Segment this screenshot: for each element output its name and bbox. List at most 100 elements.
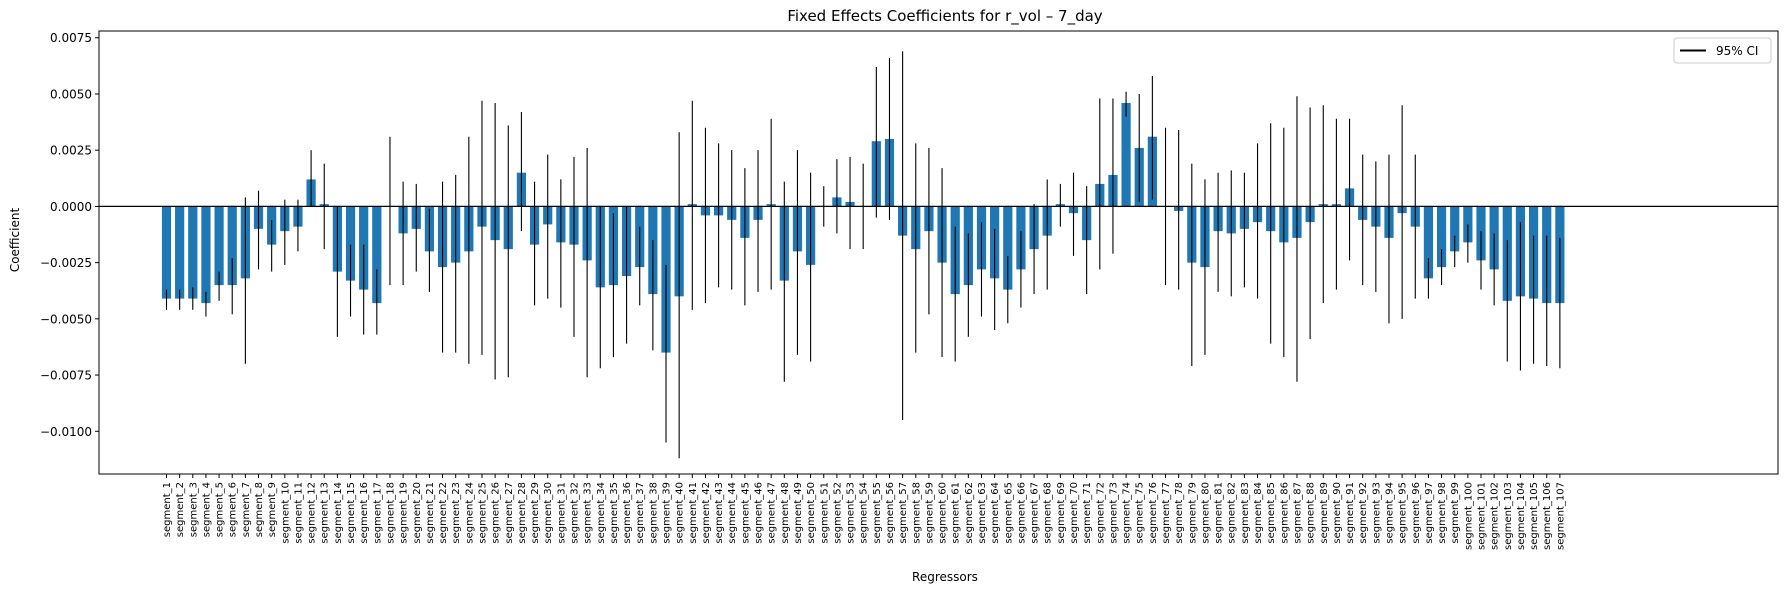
- x-tick-label: segment_83: [1240, 482, 1251, 544]
- x-tick-label: segment_11: [293, 482, 304, 544]
- x-tick-label: segment_32: [569, 482, 580, 544]
- x-tick-label: segment_37: [635, 482, 646, 544]
- x-tick-label: segment_34: [596, 482, 607, 544]
- x-tick-label: segment_8: [254, 482, 265, 537]
- bar: [372, 206, 382, 304]
- plot-frame: [98, 30, 1779, 475]
- x-tick-label: segment_6: [228, 482, 239, 537]
- x-tick-label: segment_25: [477, 482, 488, 544]
- x-tick-label: segment_5: [215, 482, 226, 537]
- x-tick-label: segment_66: [1016, 482, 1027, 544]
- x-tick-label: segment_3: [188, 482, 199, 537]
- x-tick-label: segment_85: [1266, 482, 1277, 544]
- bar: [175, 206, 185, 299]
- x-tick-label: segment_60: [938, 482, 949, 544]
- bar: [1436, 206, 1447, 268]
- y-tick-label: 0.0075: [50, 31, 92, 45]
- x-tick-label: segment_70: [1069, 482, 1080, 544]
- x-tick-label: segment_19: [399, 482, 410, 544]
- x-tick-label: segment_2: [175, 482, 186, 537]
- x-tick-label: segment_14: [333, 482, 344, 544]
- x-tick-label: segment_50: [806, 482, 817, 544]
- x-tick-label: segment_104: [1516, 482, 1527, 550]
- x-tick-label: segment_24: [464, 482, 475, 544]
- bar: [201, 206, 211, 304]
- x-tick-label: segment_74: [1122, 482, 1133, 544]
- x-tick-label: segment_22: [438, 482, 449, 544]
- x-tick-label: segment_61: [951, 482, 962, 544]
- x-tick-label: segment_71: [1082, 482, 1093, 544]
- x-tick-label: segment_91: [1345, 482, 1356, 544]
- x-tick-label: segment_28: [517, 482, 528, 544]
- x-tick-label: segment_67: [1030, 482, 1041, 544]
- x-tick-label: segment_98: [1437, 482, 1448, 544]
- x-tick-label: segment_47: [767, 482, 778, 544]
- x-tick-label: segment_42: [701, 482, 712, 544]
- x-tick-label: segment_101: [1477, 482, 1488, 550]
- x-tick-label: segment_63: [977, 482, 988, 544]
- x-tick-label: segment_29: [530, 482, 541, 544]
- x-tick-label: segment_75: [1135, 482, 1146, 544]
- x-tick-label: segment_97: [1424, 482, 1435, 544]
- x-tick-label: segment_1: [162, 482, 173, 537]
- x-tick-label: segment_41: [688, 482, 699, 544]
- x-tick-label: segment_9: [267, 482, 278, 537]
- bar: [1121, 102, 1131, 207]
- x-tick-label: segment_56: [885, 482, 896, 544]
- x-tick-label: segment_43: [714, 482, 725, 544]
- x-tick-label: segment_99: [1450, 482, 1461, 544]
- x-tick-label: segment_27: [504, 482, 515, 544]
- y-tick-label: 0.0050: [50, 87, 92, 101]
- legend-label: 95% CI: [1716, 44, 1758, 58]
- x-tick-label: segment_64: [990, 482, 1001, 544]
- y-tick-label: −0.0025: [40, 256, 92, 270]
- x-tick-label: segment_80: [1200, 482, 1211, 544]
- y-tick-label: 0.0000: [50, 200, 92, 214]
- x-tick-label: segment_23: [451, 482, 462, 544]
- chart-title: Fixed Effects Coefficients for r_vol – 7…: [787, 7, 1102, 26]
- x-tick-label: segment_17: [372, 482, 383, 544]
- x-tick-label: segment_49: [793, 482, 804, 544]
- x-tick-label: segment_77: [1161, 482, 1172, 544]
- bar: [1450, 206, 1460, 252]
- x-tick-label: segment_36: [622, 482, 633, 544]
- x-axis-label: Regressors: [912, 570, 978, 584]
- x-tick-label: segment_82: [1227, 482, 1238, 544]
- x-tick-label: segment_39: [662, 482, 673, 544]
- x-tick-label: segment_84: [1253, 482, 1264, 544]
- x-tick-label: segment_45: [740, 482, 751, 544]
- y-axis-label: Coefficient: [8, 208, 22, 273]
- x-tick-label: segment_46: [754, 482, 765, 544]
- x-tick-label: segment_12: [307, 482, 318, 544]
- x-tick-label: segment_51: [819, 482, 830, 544]
- bar: [227, 206, 237, 286]
- y-tick-label: −0.0050: [40, 312, 92, 326]
- x-tick-label: segment_68: [1043, 482, 1054, 544]
- x-tick-label: segment_94: [1384, 482, 1395, 544]
- x-tick-label: segment_13: [320, 482, 331, 544]
- x-tick-label: segment_87: [1292, 482, 1303, 544]
- x-tick-label: segment_57: [898, 482, 909, 544]
- x-tick-label: segment_15: [346, 482, 357, 544]
- y-tick-label: 0.0025: [50, 144, 92, 158]
- x-tick-label: segment_18: [385, 482, 396, 544]
- x-tick-label: segment_88: [1306, 482, 1317, 544]
- bar: [1003, 206, 1013, 290]
- y-tick-label: −0.0075: [40, 369, 92, 383]
- x-tick-label: segment_103: [1503, 482, 1514, 550]
- x-tick-label: segment_59: [924, 482, 935, 544]
- x-tick-label: segment_35: [609, 482, 620, 544]
- x-tick-label: segment_10: [280, 482, 291, 544]
- x-tick-label: segment_95: [1398, 482, 1409, 544]
- x-tick-label: segment_55: [872, 482, 883, 544]
- x-tick-label: segment_100: [1463, 482, 1474, 550]
- x-tick-label: segment_16: [359, 482, 370, 544]
- legend-box: [1673, 37, 1772, 64]
- x-tick-label: segment_90: [1332, 482, 1343, 544]
- x-tick-label: segment_40: [675, 482, 686, 544]
- x-tick-label: segment_69: [1056, 482, 1067, 544]
- x-tick-label: segment_65: [1003, 482, 1014, 544]
- x-tick-label: segment_4: [201, 482, 212, 537]
- x-tick-label: segment_86: [1279, 482, 1290, 544]
